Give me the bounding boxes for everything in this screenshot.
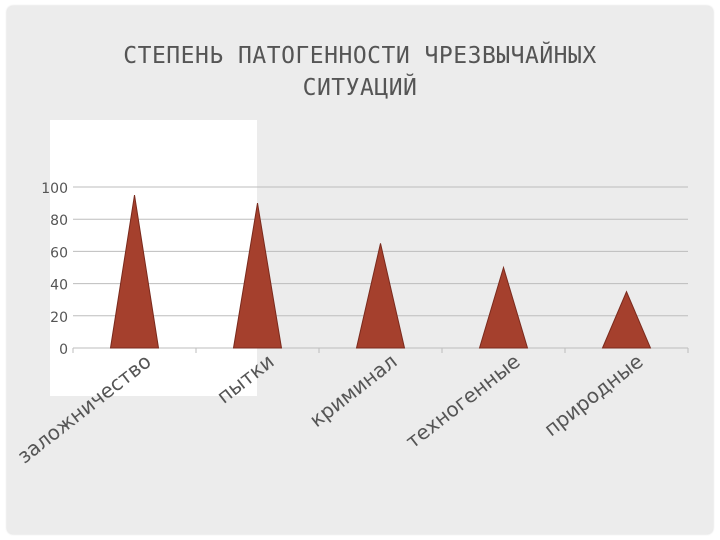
page-title: СТЕПЕНЬ ПАТОГЕННОСТИ ЧРЕЗВЫЧАЙНЫХ СИТУАЦ…	[123, 43, 597, 101]
y-tick-label: 80	[50, 213, 68, 229]
y-tick-label: 0	[59, 342, 68, 358]
y-tick-label: 100	[41, 181, 68, 197]
y-tick-labels: 0 20 40 60 80 100	[41, 181, 68, 358]
x-tick-label: техногенные	[401, 349, 525, 453]
y-tick-label: 60	[50, 245, 68, 261]
x-tick-label: природные	[539, 349, 647, 441]
selected-category-highlight	[50, 120, 257, 396]
bar-5	[601, 290, 652, 349]
bar-4	[478, 265, 529, 349]
data-marks	[109, 194, 652, 349]
y-tick-label: 20	[50, 310, 68, 326]
y-tick-label: 40	[50, 278, 68, 294]
x-tick-label: криминал	[305, 349, 402, 432]
bar-1	[109, 194, 160, 349]
bar-3	[355, 243, 406, 349]
bar-2	[232, 203, 283, 349]
